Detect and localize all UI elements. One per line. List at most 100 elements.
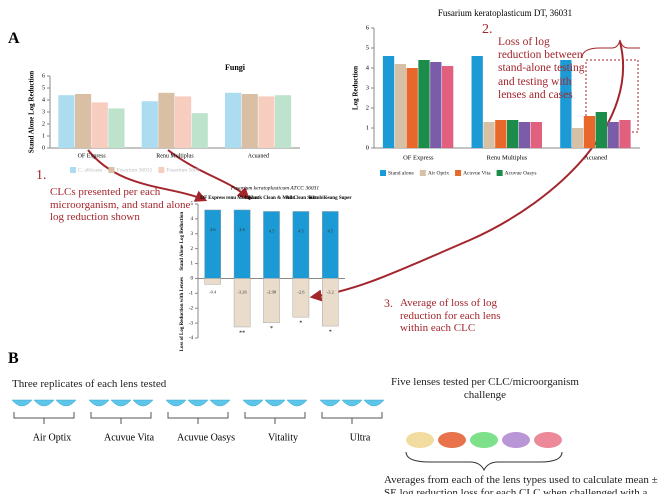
y-tick-label: 5 [42,85,45,91]
y-tick-label: 1 [366,124,369,131]
bracket [167,412,229,424]
bracket [13,412,75,424]
lens [209,399,231,407]
arrows [87,41,625,302]
y-axis-title: Stand Alone Log Reduction [28,71,36,153]
bar [241,94,258,148]
y-tick-label: 1 [42,133,45,139]
y-tick-label: 0 [191,277,194,282]
bar [441,66,454,148]
lens [319,399,341,407]
y-tick-label: 3 [366,84,369,91]
x-tick-label: OF Express [403,154,434,161]
lens [33,399,55,407]
x-tick-label: renu Multiplus [226,196,258,201]
x-tick-label: Kombilösung Super [309,196,352,201]
arrow [309,41,625,302]
bar [471,56,483,148]
bar [58,95,75,148]
bar [583,116,596,148]
x-tick-label: Renu Multiplus [487,154,528,161]
legend-label: Air Optix [428,170,449,176]
y-tick-label: 2 [366,104,369,111]
lens [438,432,466,448]
legend-swatch [496,170,503,176]
legend-label: Stand alone [388,170,414,176]
legend-label: C. albicans [78,167,102,173]
legend-label: Acuvue Oasys [505,170,537,176]
lens [242,399,264,407]
panel-label: B [8,350,19,367]
y-tick-label: 0 [366,144,369,151]
note-number: 3. [384,296,393,310]
bar [263,278,280,324]
legend-swatch [380,170,386,176]
brace [581,39,640,59]
y-tick-label: 6 [366,24,370,31]
chart: Fusarium keratoplasticum DT, 36031 0 1 2 3 4 5… [352,8,640,176]
value-label: 4.5 [269,228,275,233]
bar [225,92,242,148]
lens [110,399,132,407]
y-tick-label: -1 [189,291,194,296]
y-tick-label: 2 [42,121,45,127]
bar [595,112,607,148]
y-tick-label: 6 [42,73,45,79]
bar [382,56,395,148]
value-label: -0.4 [209,289,217,294]
y-tick-label: 2 [191,247,194,252]
chart-title: Fusarium keratoplasticum DT, 36031 [438,8,572,18]
bar [204,209,221,279]
bar [204,278,221,285]
arrow [87,149,208,202]
significance: * [329,329,332,335]
caption: Three replicates of each lens tested [12,378,167,390]
bar [430,62,442,148]
lens-row: Air Optix Acuvue Vita Acuvue Oasys Vitality… [11,399,385,443]
significance: ** [239,330,245,336]
y-tick-label: -2 [189,306,194,311]
legend-swatch [455,170,462,176]
lens-name: Air Optix [33,432,72,443]
lens-name: Acuvue Oasys [177,432,235,443]
value-label: -3.2 [327,289,334,294]
y-axis-title: Log Reduction [352,66,360,110]
significance: * [270,326,273,332]
x-tick-label: Renu Multiplus [156,153,194,159]
x-tick-label: All Clean Soft [286,196,316,201]
lens [534,432,562,448]
legend-swatch [108,167,115,173]
legend-label: Fusarium 5600 [166,167,199,173]
legend-label: Acuvue Vita [463,170,491,176]
bar [394,64,407,148]
note-number: 2. [482,22,493,37]
note-number: 1. [36,168,47,183]
five-lenses [405,432,563,472]
bar [258,96,275,148]
value-label: -2.6 [297,289,305,294]
bar [518,122,531,148]
bar [158,92,175,148]
lens-name: Vitality [268,432,298,443]
value-label: 4.5 [298,228,304,233]
value-label: 4.6 [210,227,216,232]
y-tick-label: 5 [366,44,369,51]
bar [507,120,519,148]
y-tick-label: -4 [189,336,194,341]
bar [91,102,108,148]
chart-title: Fusarium keratoplasticum ATCC 36031 [230,185,319,191]
value-label: -2.98 [267,289,277,294]
y-tick-label: -3 [189,321,194,326]
y-tick-label: 3 [42,109,45,115]
bracket [90,412,152,424]
note: Average of loss of log reduction for eac… [400,297,501,335]
chart: Fusarium keratoplasticum ATCC 36031 -4 -3 -… [180,185,352,351]
bar [572,128,584,148]
x-tick-label: Kontk Clean & Moist [248,196,295,201]
brace [405,451,563,472]
bar [233,278,251,328]
bar [275,95,292,148]
lens [264,399,286,407]
y-tick-label: 4 [42,97,45,103]
